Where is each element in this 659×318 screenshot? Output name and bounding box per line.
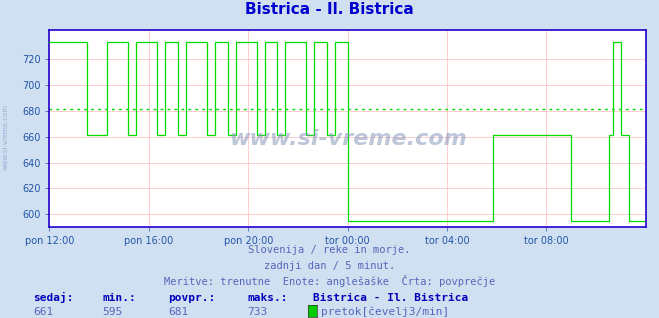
- Text: povpr.:: povpr.:: [168, 293, 215, 302]
- Text: Slovenija / reke in morje.: Slovenija / reke in morje.: [248, 245, 411, 255]
- Text: Bistrica - Il. Bistrica: Bistrica - Il. Bistrica: [245, 2, 414, 17]
- Text: 681: 681: [168, 307, 188, 317]
- Text: zadnji dan / 5 minut.: zadnji dan / 5 minut.: [264, 261, 395, 271]
- Text: www.si-vreme.com: www.si-vreme.com: [229, 129, 467, 149]
- Text: sedaj:: sedaj:: [33, 292, 73, 302]
- Text: min.:: min.:: [102, 293, 136, 302]
- Text: www.si-vreme.com: www.si-vreme.com: [2, 104, 9, 170]
- Text: Bistrica - Il. Bistrica: Bistrica - Il. Bistrica: [313, 293, 469, 302]
- Text: maks.:: maks.:: [247, 293, 287, 302]
- Text: 733: 733: [247, 307, 268, 317]
- Text: 661: 661: [33, 307, 53, 317]
- Text: 595: 595: [102, 307, 123, 317]
- Text: Meritve: trenutne  Enote: anglešaške  Črta: povprečje: Meritve: trenutne Enote: anglešaške Črta…: [164, 275, 495, 287]
- Text: pretok[čevelj3/min]: pretok[čevelj3/min]: [321, 306, 449, 317]
